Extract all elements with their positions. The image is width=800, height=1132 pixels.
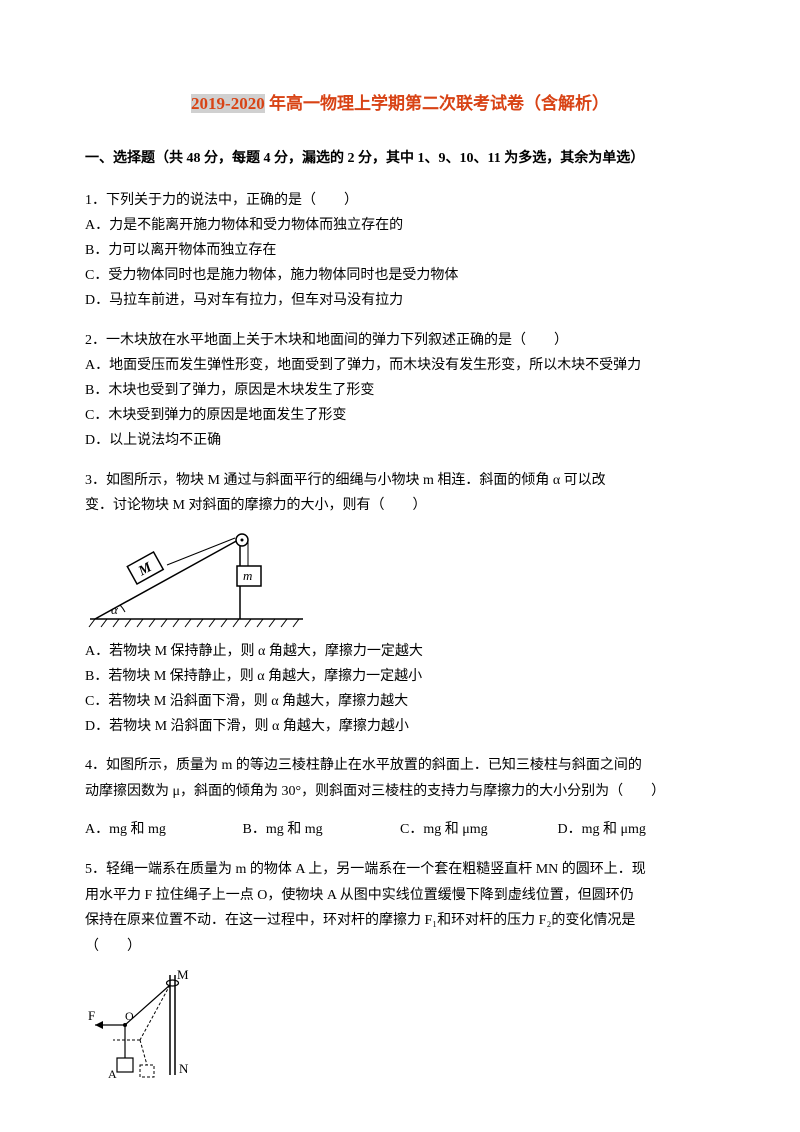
q1-option-a: A．力是不能离开施力物体和受力物体而独立存在的	[85, 214, 715, 238]
question-5: 5．轻绳一端系在质量为 m 的物体 A 上，另一端系在一个套在粗糙竖直杆 MN …	[85, 858, 715, 1085]
q4-option-a: A．mg 和 mg	[85, 818, 243, 842]
title-rest: 年高一物理上学期第二次联考试卷（含解析）	[265, 94, 609, 113]
section-header: 一、选择题（共 48 分，每题 4 分，漏选的 2 分，其中 1、9、10、11…	[85, 147, 715, 171]
block-a-label: A	[108, 1067, 117, 1081]
q2-text: 2．一木块放在水平地面上关于木块和地面间的弹力下列叙述正确的是（ ）	[85, 329, 715, 353]
page-title: 2019-2020 年高一物理上学期第二次联考试卷（含解析）	[85, 90, 715, 119]
q1-option-b: B．力可以离开物体而独立存在	[85, 239, 715, 263]
block-m-lower-label: m	[243, 568, 252, 583]
q5-text3: 保持在原来位置不动．在这一过程中，环对杆的摩擦力 F₁和环对杆的压力 F₂的变化…	[85, 909, 715, 933]
q3-text1: 3．如图所示，物块 M 通过与斜面平行的细绳与小物块 m 相连．斜面的倾角 α …	[85, 469, 715, 493]
q5-text2: 用水平力 F 拉住绳子上一点 O，使物块 A 从图中实线位置缓慢下降到虚线位置，…	[85, 884, 715, 908]
alpha-label: α	[111, 602, 119, 617]
q3-option-d: D．若物块 M 沿斜面下滑，则 α 角越大，摩擦力越小	[85, 715, 715, 739]
q5-text4: （ ）	[85, 935, 715, 959]
pole-n-label: N	[179, 1061, 189, 1076]
question-2: 2．一木块放在水平地面上关于木块和地面间的弹力下列叙述正确的是（ ） A．地面受…	[85, 329, 715, 453]
q2-option-d: D．以上说法均不正确	[85, 429, 715, 453]
question-4: 4．如图所示，质量为 m 的等边三棱柱静止在水平放置的斜面上．已知三棱柱与斜面之…	[85, 754, 715, 841]
q2-option-b: B．木块也受到了弹力，原因是木块发生了形变	[85, 379, 715, 403]
q3-text2: 变．讨论物块 M 对斜面的摩擦力的大小，则有（ ）	[85, 494, 715, 518]
point-o-label: O	[125, 1009, 134, 1023]
q3-option-b: B．若物块 M 保持静止，则 α 角越大，摩擦力一定越小	[85, 665, 715, 689]
q1-option-d: D．马拉车前进，马对车有拉力，但车对马没有拉力	[85, 289, 715, 313]
q3-diagram: α M m	[85, 524, 715, 634]
q5-text1: 5．轻绳一端系在质量为 m 的物体 A 上，另一端系在一个套在粗糙竖直杆 MN …	[85, 858, 715, 882]
q4-text2: 动摩擦因数为 μ，斜面的倾角为 30°，则斜面对三棱柱的支持力与摩擦力的大小分别…	[85, 780, 715, 804]
q4-option-b: B．mg 和 mg	[243, 818, 401, 842]
q5-diagram: M N O F A	[85, 965, 715, 1085]
q4-options-row: A．mg 和 mg B．mg 和 mg C．mg 和 μmg D．mg 和 μm…	[85, 818, 715, 842]
pole-m-label: M	[177, 967, 189, 982]
title-highlighted: 2019-2020	[191, 94, 265, 113]
q4-option-d: D．mg 和 μmg	[558, 818, 716, 842]
q2-option-a: A．地面受压而发生弹性形变，地面受到了弹力，而木块没有发生形变，所以木块不受弹力	[85, 354, 715, 378]
q4-text1: 4．如图所示，质量为 m 的等边三棱柱静止在水平放置的斜面上．已知三棱柱与斜面之…	[85, 754, 715, 778]
q1-option-c: C．受力物体同时也是施力物体，施力物体同时也是受力物体	[85, 264, 715, 288]
question-1: 1．下列关于力的说法中，正确的是（ ） A．力是不能离开施力物体和受力物体而独立…	[85, 189, 715, 313]
q3-option-a: A．若物块 M 保持静止，则 α 角越大，摩擦力一定越大	[85, 640, 715, 664]
question-3: 3．如图所示，物块 M 通过与斜面平行的细绳与小物块 m 相连．斜面的倾角 α …	[85, 469, 715, 739]
q2-option-c: C．木块受到弹力的原因是地面发生了形变	[85, 404, 715, 428]
q1-text: 1．下列关于力的说法中，正确的是（ ）	[85, 189, 715, 213]
q3-option-c: C．若物块 M 沿斜面下滑，则 α 角越大，摩擦力越大	[85, 690, 715, 714]
q4-option-c: C．mg 和 μmg	[400, 818, 558, 842]
force-f-label: F	[88, 1008, 95, 1023]
